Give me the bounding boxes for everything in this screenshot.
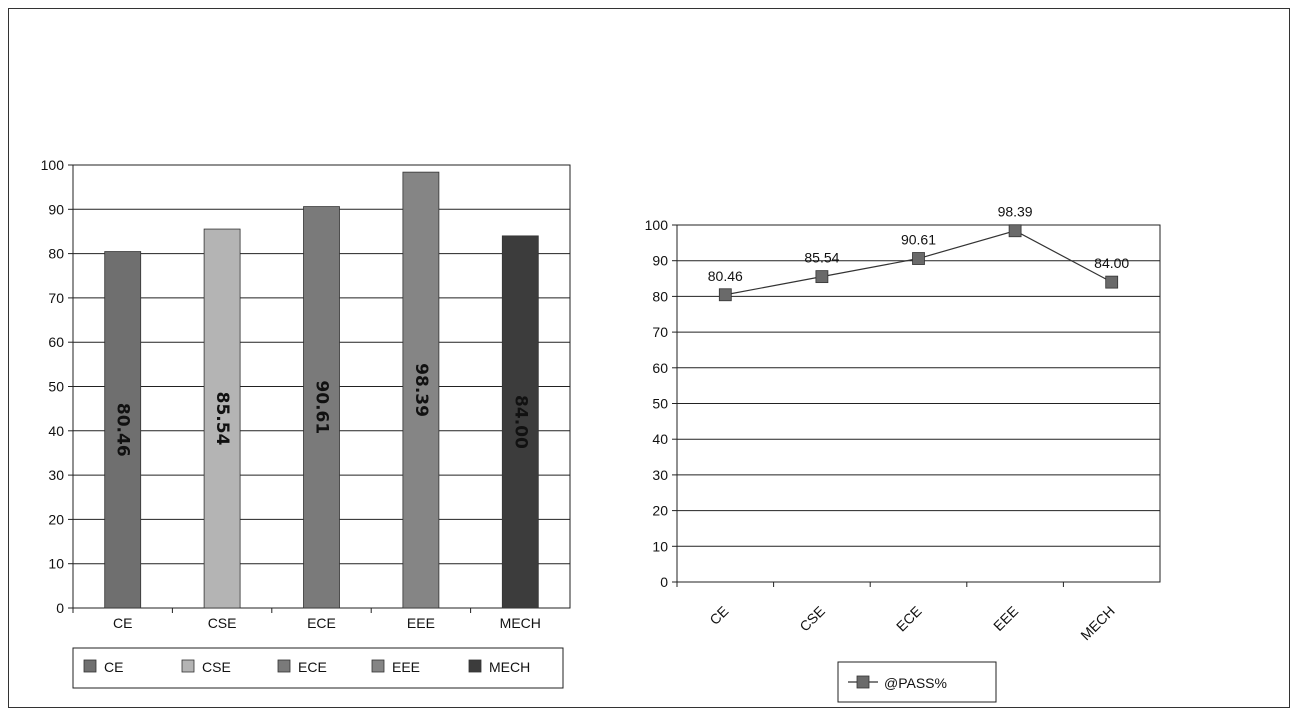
line-y-tick-label: 40 [652, 431, 668, 447]
line-y-tick-label: 60 [652, 360, 668, 376]
line-y-tick-label: 90 [652, 253, 668, 269]
bar-value-label: 84.00 [510, 395, 530, 449]
line-y-tick-label: 20 [652, 503, 668, 519]
line-value-label: 85.54 [804, 250, 839, 266]
bar-y-tick-label: 80 [48, 246, 64, 262]
bar-value-label: 85.54 [212, 392, 232, 446]
line-x-tick-label: EEE [990, 603, 1021, 634]
bar-legend-label: CE [104, 659, 123, 675]
line-point [912, 252, 925, 265]
line-legend-marker [856, 675, 870, 689]
bar-y-tick-label: 90 [48, 201, 64, 217]
bar-y-tick-label: 70 [48, 290, 64, 306]
bar-chart: 0 10 20 30 40 50 60 70 80 90 100 80.46 CE 85.54 CSE 90.… [41, 157, 571, 689]
line-value-label: 84.00 [1094, 255, 1129, 271]
bar-legend-label: CSE [202, 659, 231, 675]
line-x-tick-label: CE [706, 603, 731, 628]
line-y-tick-label: 50 [652, 396, 668, 412]
chart-frame [8, 8, 1290, 708]
bar-y-tick-label: 30 [48, 467, 64, 483]
bar-legend-swatch [277, 659, 291, 673]
line-y-tick-label: 70 [652, 324, 668, 340]
line-legend: @PASS% [837, 661, 997, 703]
line-x-tick-label: MECH [1077, 603, 1117, 643]
line-y-tick-label: 10 [652, 538, 668, 554]
line-point [1105, 275, 1119, 289]
bar-x-tick-label: CSE [208, 615, 237, 631]
bar-x-tick-label: ECE [307, 615, 336, 631]
line-x-tick-label: ECE [893, 603, 925, 635]
bar-legend: CE CSE ECE EEE MECH [72, 647, 564, 689]
bar-legend-label: MECH [489, 659, 530, 675]
bar-legend-label: ECE [298, 659, 327, 675]
bar-legend-swatch [468, 659, 482, 673]
bar-x-tick-label: EEE [407, 615, 435, 631]
line-point [718, 288, 732, 302]
bar-y-tick-label: 60 [48, 334, 64, 350]
line-value-label: 80.46 [708, 268, 743, 284]
bar-value-label: 98.39 [411, 363, 431, 417]
line-y-tick-label: 0 [660, 574, 668, 590]
bar-y-tick-label: 50 [48, 379, 64, 395]
bar [104, 251, 142, 609]
line-legend-label: @PASS% [884, 675, 947, 691]
bar-y-tick-label: 100 [41, 157, 65, 173]
bar-legend-label: EEE [392, 659, 420, 675]
line-chart: 0 10 20 30 40 50 60 70 80 90 100 CE CSE ECE EEE MECH 80.… [645, 204, 1161, 703]
bar [303, 206, 340, 609]
line-value-label: 98.39 [998, 204, 1033, 220]
bar-y-tick-label: 0 [56, 600, 64, 616]
bar [203, 228, 241, 609]
line-point [1008, 224, 1022, 238]
bar [402, 171, 440, 609]
bar-y-tick-label: 10 [48, 556, 64, 572]
bar-x-tick-label: CE [113, 615, 132, 631]
bar-y-tick-label: 20 [48, 511, 64, 527]
bar-value-label: 90.61 [312, 380, 332, 434]
bar-y-tick-label: 40 [48, 423, 64, 439]
line-y-tick-label: 80 [652, 288, 668, 304]
bar-legend-swatch [371, 659, 385, 673]
line-y-tick-label: 100 [645, 217, 669, 233]
bar-legend-swatch [181, 659, 195, 673]
bar-legend-swatch [83, 659, 97, 673]
line-x-tick-label: CSE [796, 603, 828, 635]
line-y-tick-label: 30 [652, 467, 668, 483]
bar-value-label: 80.46 [113, 403, 133, 457]
line-point [815, 270, 829, 284]
bar-x-tick-label: MECH [500, 615, 541, 631]
bar [501, 235, 539, 609]
line-value-label: 90.61 [901, 232, 936, 248]
